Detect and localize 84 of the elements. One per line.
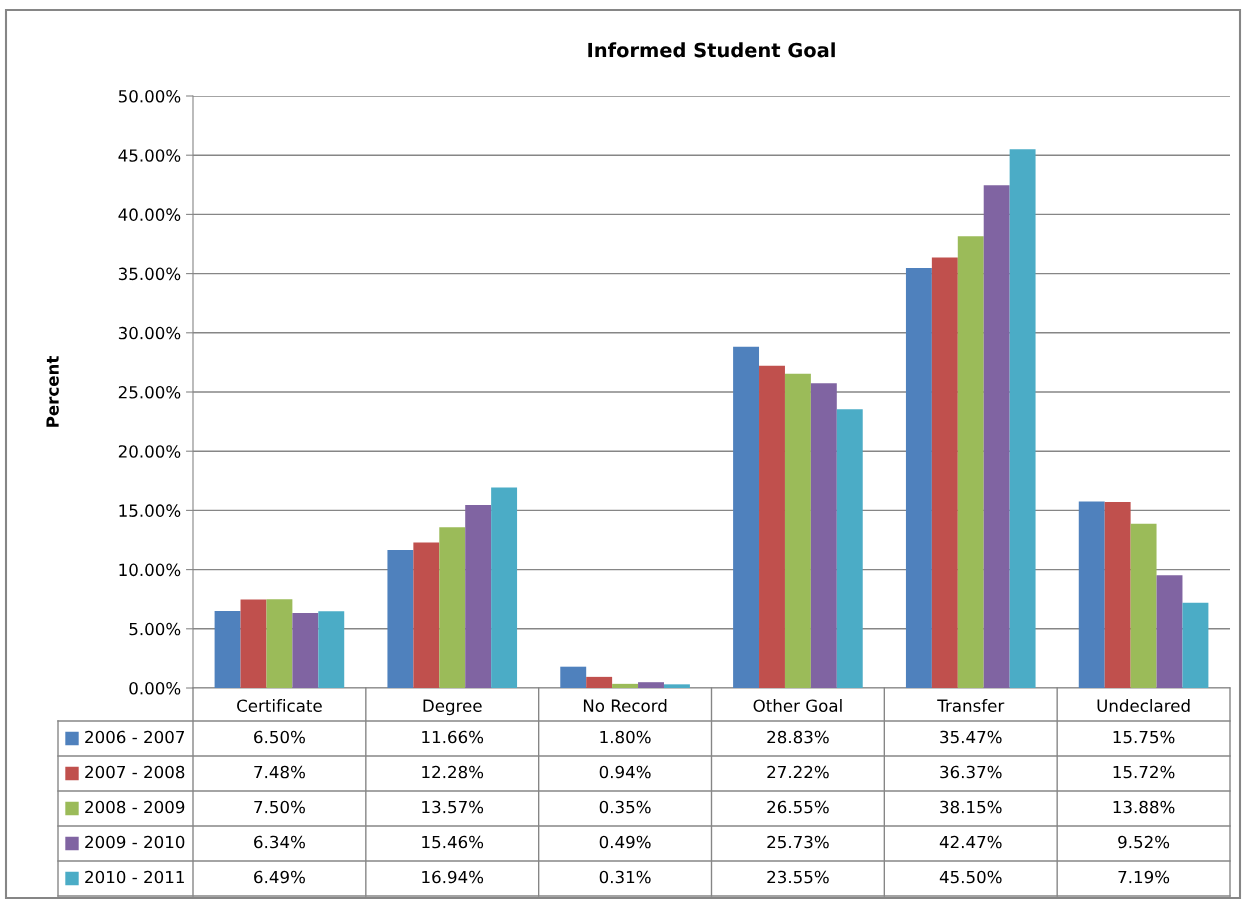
- bar: [292, 612, 319, 688]
- bar: [240, 599, 267, 688]
- bar: [905, 268, 932, 688]
- data-label: 27.22%: [767, 765, 829, 779]
- x-tick-label: Other Goal: [753, 699, 842, 713]
- bar: [638, 682, 664, 688]
- data-label: 11.66%: [422, 730, 484, 744]
- data-label: 7.48%: [254, 765, 305, 779]
- data-label: 12.28%: [422, 765, 484, 779]
- data-label: 26.55%: [767, 800, 829, 814]
- y-tick-label: 50.00%: [118, 89, 181, 103]
- data-label: 6.49%: [254, 870, 305, 884]
- y-tick-label: 20.00%: [118, 445, 181, 458]
- data-label: 0.49%: [599, 835, 651, 849]
- bar: [1182, 602, 1209, 688]
- bar: [1078, 501, 1105, 688]
- data-label: 9.52%: [1118, 835, 1170, 849]
- chart-title: Informed Student Goal: [588, 42, 835, 58]
- data-label: 15.72%: [1113, 765, 1175, 779]
- y-tick-label: 30.00%: [118, 326, 181, 340]
- data-label: 15.46%: [422, 835, 484, 849]
- bar: [465, 504, 492, 688]
- bar: [413, 542, 440, 688]
- data-label: 36.37%: [940, 765, 1002, 779]
- legend-label: 2010 - 2011: [85, 870, 184, 884]
- data-label: 13.88%: [1113, 800, 1175, 814]
- data-label: 0.94%: [599, 765, 651, 779]
- data-label: 6.34%: [254, 835, 305, 849]
- bar: [1009, 149, 1036, 688]
- data-label: 16.94%: [422, 870, 484, 884]
- bar: [387, 549, 414, 688]
- y-tick-label: 40.00%: [118, 208, 181, 221]
- data-label: 28.83%: [767, 730, 829, 744]
- data-label: 1.80%: [600, 730, 651, 744]
- bar: [586, 676, 613, 688]
- bar: [1156, 575, 1183, 688]
- x-tick-label: Degree: [423, 699, 482, 716]
- bar: [663, 684, 690, 688]
- data-label: 6.50%: [254, 730, 305, 744]
- bar: [1104, 501, 1131, 688]
- bar: [784, 373, 811, 688]
- y-tick-label: 15.00%: [119, 504, 181, 517]
- bar: [318, 611, 345, 688]
- bar: [931, 257, 958, 688]
- y-tick-label: 25.00%: [118, 385, 181, 399]
- data-label: 13.57%: [422, 800, 484, 814]
- data-label: 25.73%: [767, 835, 829, 849]
- legend-label: 2008 - 2009: [85, 800, 185, 814]
- x-tick-label: No Record: [583, 699, 667, 713]
- data-label: 0.35%: [599, 800, 651, 814]
- data-label: 15.75%: [1113, 730, 1175, 744]
- legend-label: 2007 - 2008: [85, 765, 185, 779]
- bar: [491, 487, 518, 688]
- bar: [560, 666, 587, 688]
- bar: [266, 599, 293, 688]
- data-label: 38.15%: [940, 800, 1002, 814]
- data-label: 42.47%: [939, 835, 1002, 849]
- y-tick-label: 35.00%: [118, 267, 181, 281]
- data-label: 7.50%: [254, 800, 305, 814]
- bar: [1130, 523, 1157, 688]
- data-label: 45.50%: [939, 870, 1002, 884]
- bar: [810, 383, 837, 688]
- y-tick-label: 10.00%: [119, 563, 181, 577]
- bar: [733, 346, 760, 688]
- y-tick-label: 45.00%: [118, 149, 181, 162]
- legend-label: 2006 - 2007: [85, 730, 185, 744]
- bar: [983, 185, 1010, 688]
- x-tick-label: Certificate: [237, 699, 322, 713]
- y-tick-label: 5.00%: [129, 622, 181, 636]
- bar: [759, 365, 785, 688]
- data-label: 7.19%: [1118, 870, 1170, 884]
- data-label: 35.47%: [940, 730, 1002, 744]
- bar: [214, 611, 241, 688]
- y-axis-title: Percent: [46, 356, 59, 427]
- data-label: 0.31%: [599, 870, 651, 884]
- bar: [439, 527, 466, 688]
- bar: [957, 236, 984, 688]
- x-tick-label: Transfer: [937, 699, 1005, 713]
- y-tick-label: 0.00%: [129, 681, 181, 695]
- data-label: 23.55%: [767, 870, 829, 884]
- bar: [836, 409, 863, 688]
- bar: [612, 683, 639, 688]
- x-tick-label: Undeclared: [1097, 699, 1190, 713]
- legend-label: 2009 - 2010: [85, 835, 185, 849]
